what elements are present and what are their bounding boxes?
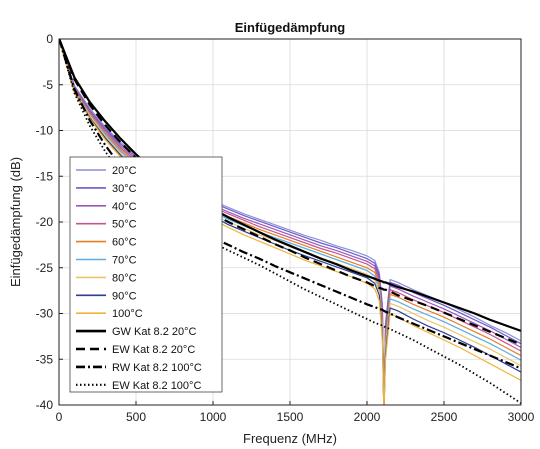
x-tick-label: 3000 bbox=[508, 410, 535, 424]
y-tick-label: -20 bbox=[36, 215, 54, 229]
y-tick-label: -15 bbox=[36, 169, 54, 183]
x-axis-label: Frequenz (MHz) bbox=[243, 431, 337, 446]
y-axis-label: Einfügedämpfung (dB) bbox=[8, 157, 23, 287]
legend-box bbox=[69, 156, 223, 393]
legend-label: EW Kat 8.2 20°C bbox=[112, 344, 195, 356]
y-tick-label: -30 bbox=[36, 307, 54, 321]
y-tick-label: -25 bbox=[36, 261, 54, 275]
legend-label: GW Kat 8.2 20°C bbox=[112, 326, 197, 338]
x-tick-label: 2000 bbox=[354, 410, 381, 424]
axis-ticks: 0 500 1000 1500 2000 2500 3000 0 -5 -10 -15 -20 -25 -… bbox=[36, 32, 535, 424]
y-tick-label: -40 bbox=[36, 398, 54, 412]
legend-label: 100°C bbox=[112, 308, 143, 320]
legend-label: 40°C bbox=[112, 201, 137, 213]
y-tick-label: 0 bbox=[46, 32, 53, 46]
x-tick-label: 1000 bbox=[200, 410, 227, 424]
legend-label: 30°C bbox=[112, 183, 137, 195]
x-tick-label: 1500 bbox=[277, 410, 304, 424]
legend-label: 20°C bbox=[112, 165, 137, 177]
legend-label: 60°C bbox=[112, 237, 137, 249]
y-tick-label: -10 bbox=[36, 124, 54, 138]
x-tick-label: 2500 bbox=[431, 410, 458, 424]
legend-label: 90°C bbox=[112, 290, 137, 302]
legend-label: 70°C bbox=[112, 255, 137, 267]
x-tick-label: 0 bbox=[56, 410, 63, 424]
x-tick-label: 500 bbox=[126, 410, 146, 424]
chart-title: Einfügedämpfung bbox=[235, 20, 346, 35]
legend-label: 50°C bbox=[112, 219, 137, 231]
y-tick-label: -5 bbox=[42, 78, 53, 92]
legend: 20°C 30°C 40°C 50°C 60°C 70°C 80°C 90°C 100°C GW … bbox=[69, 156, 223, 393]
y-tick-label: -35 bbox=[36, 352, 54, 366]
legend-label: EW Kat 8.2 100°C bbox=[112, 380, 201, 392]
legend-label: RW Kat 8.2 100°C bbox=[112, 362, 202, 374]
legend-label: 80°C bbox=[112, 272, 137, 284]
